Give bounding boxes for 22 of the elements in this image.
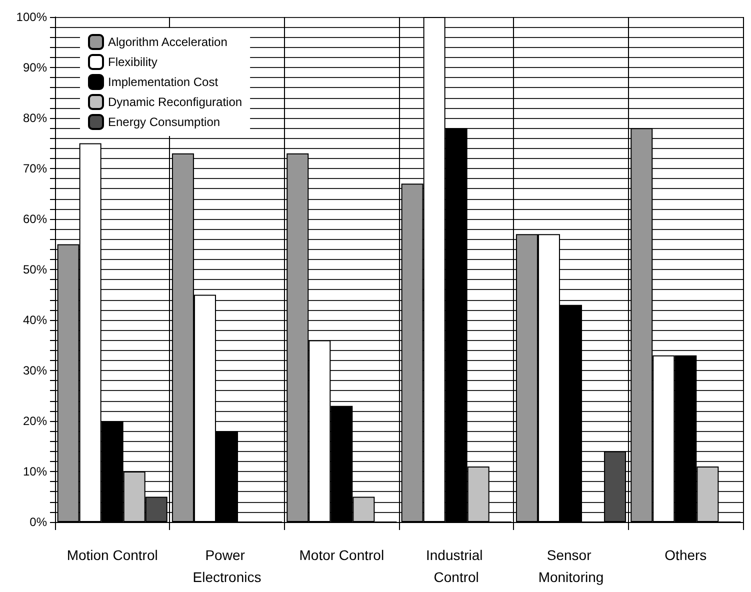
x-tick-label: Power Electronics bbox=[192, 547, 262, 585]
x-tick-label: Others bbox=[664, 547, 707, 563]
y-tick-label: 0% bbox=[30, 515, 48, 529]
legend-label: Implementation Cost bbox=[108, 75, 219, 89]
legend-label: Flexibility bbox=[108, 55, 158, 69]
x-tick-label: Industrial Control bbox=[426, 547, 487, 585]
x-tick-label: Motor Control bbox=[299, 547, 384, 563]
legend-label: Algorithm Acceleration bbox=[108, 35, 228, 49]
legend-label: Dynamic Reconfiguration bbox=[108, 95, 242, 109]
y-tick-label: 30% bbox=[22, 364, 48, 378]
legend-label: Energy Consumption bbox=[108, 115, 220, 129]
y-tick-label: 60% bbox=[22, 212, 48, 226]
x-tick-label: Motion Control bbox=[66, 547, 158, 563]
x-tick-label: Sensor Monitoring bbox=[538, 547, 604, 585]
y-tick-label: 70% bbox=[22, 162, 48, 176]
y-tick-label: 40% bbox=[22, 313, 48, 327]
y-tick-label: 80% bbox=[22, 111, 48, 125]
y-tick-label: 50% bbox=[22, 262, 48, 276]
y-tick-label: 100% bbox=[16, 10, 48, 24]
y-tick-label: 90% bbox=[22, 60, 48, 74]
y-tick-label: 10% bbox=[22, 464, 48, 478]
y-tick-label: 20% bbox=[22, 414, 48, 428]
